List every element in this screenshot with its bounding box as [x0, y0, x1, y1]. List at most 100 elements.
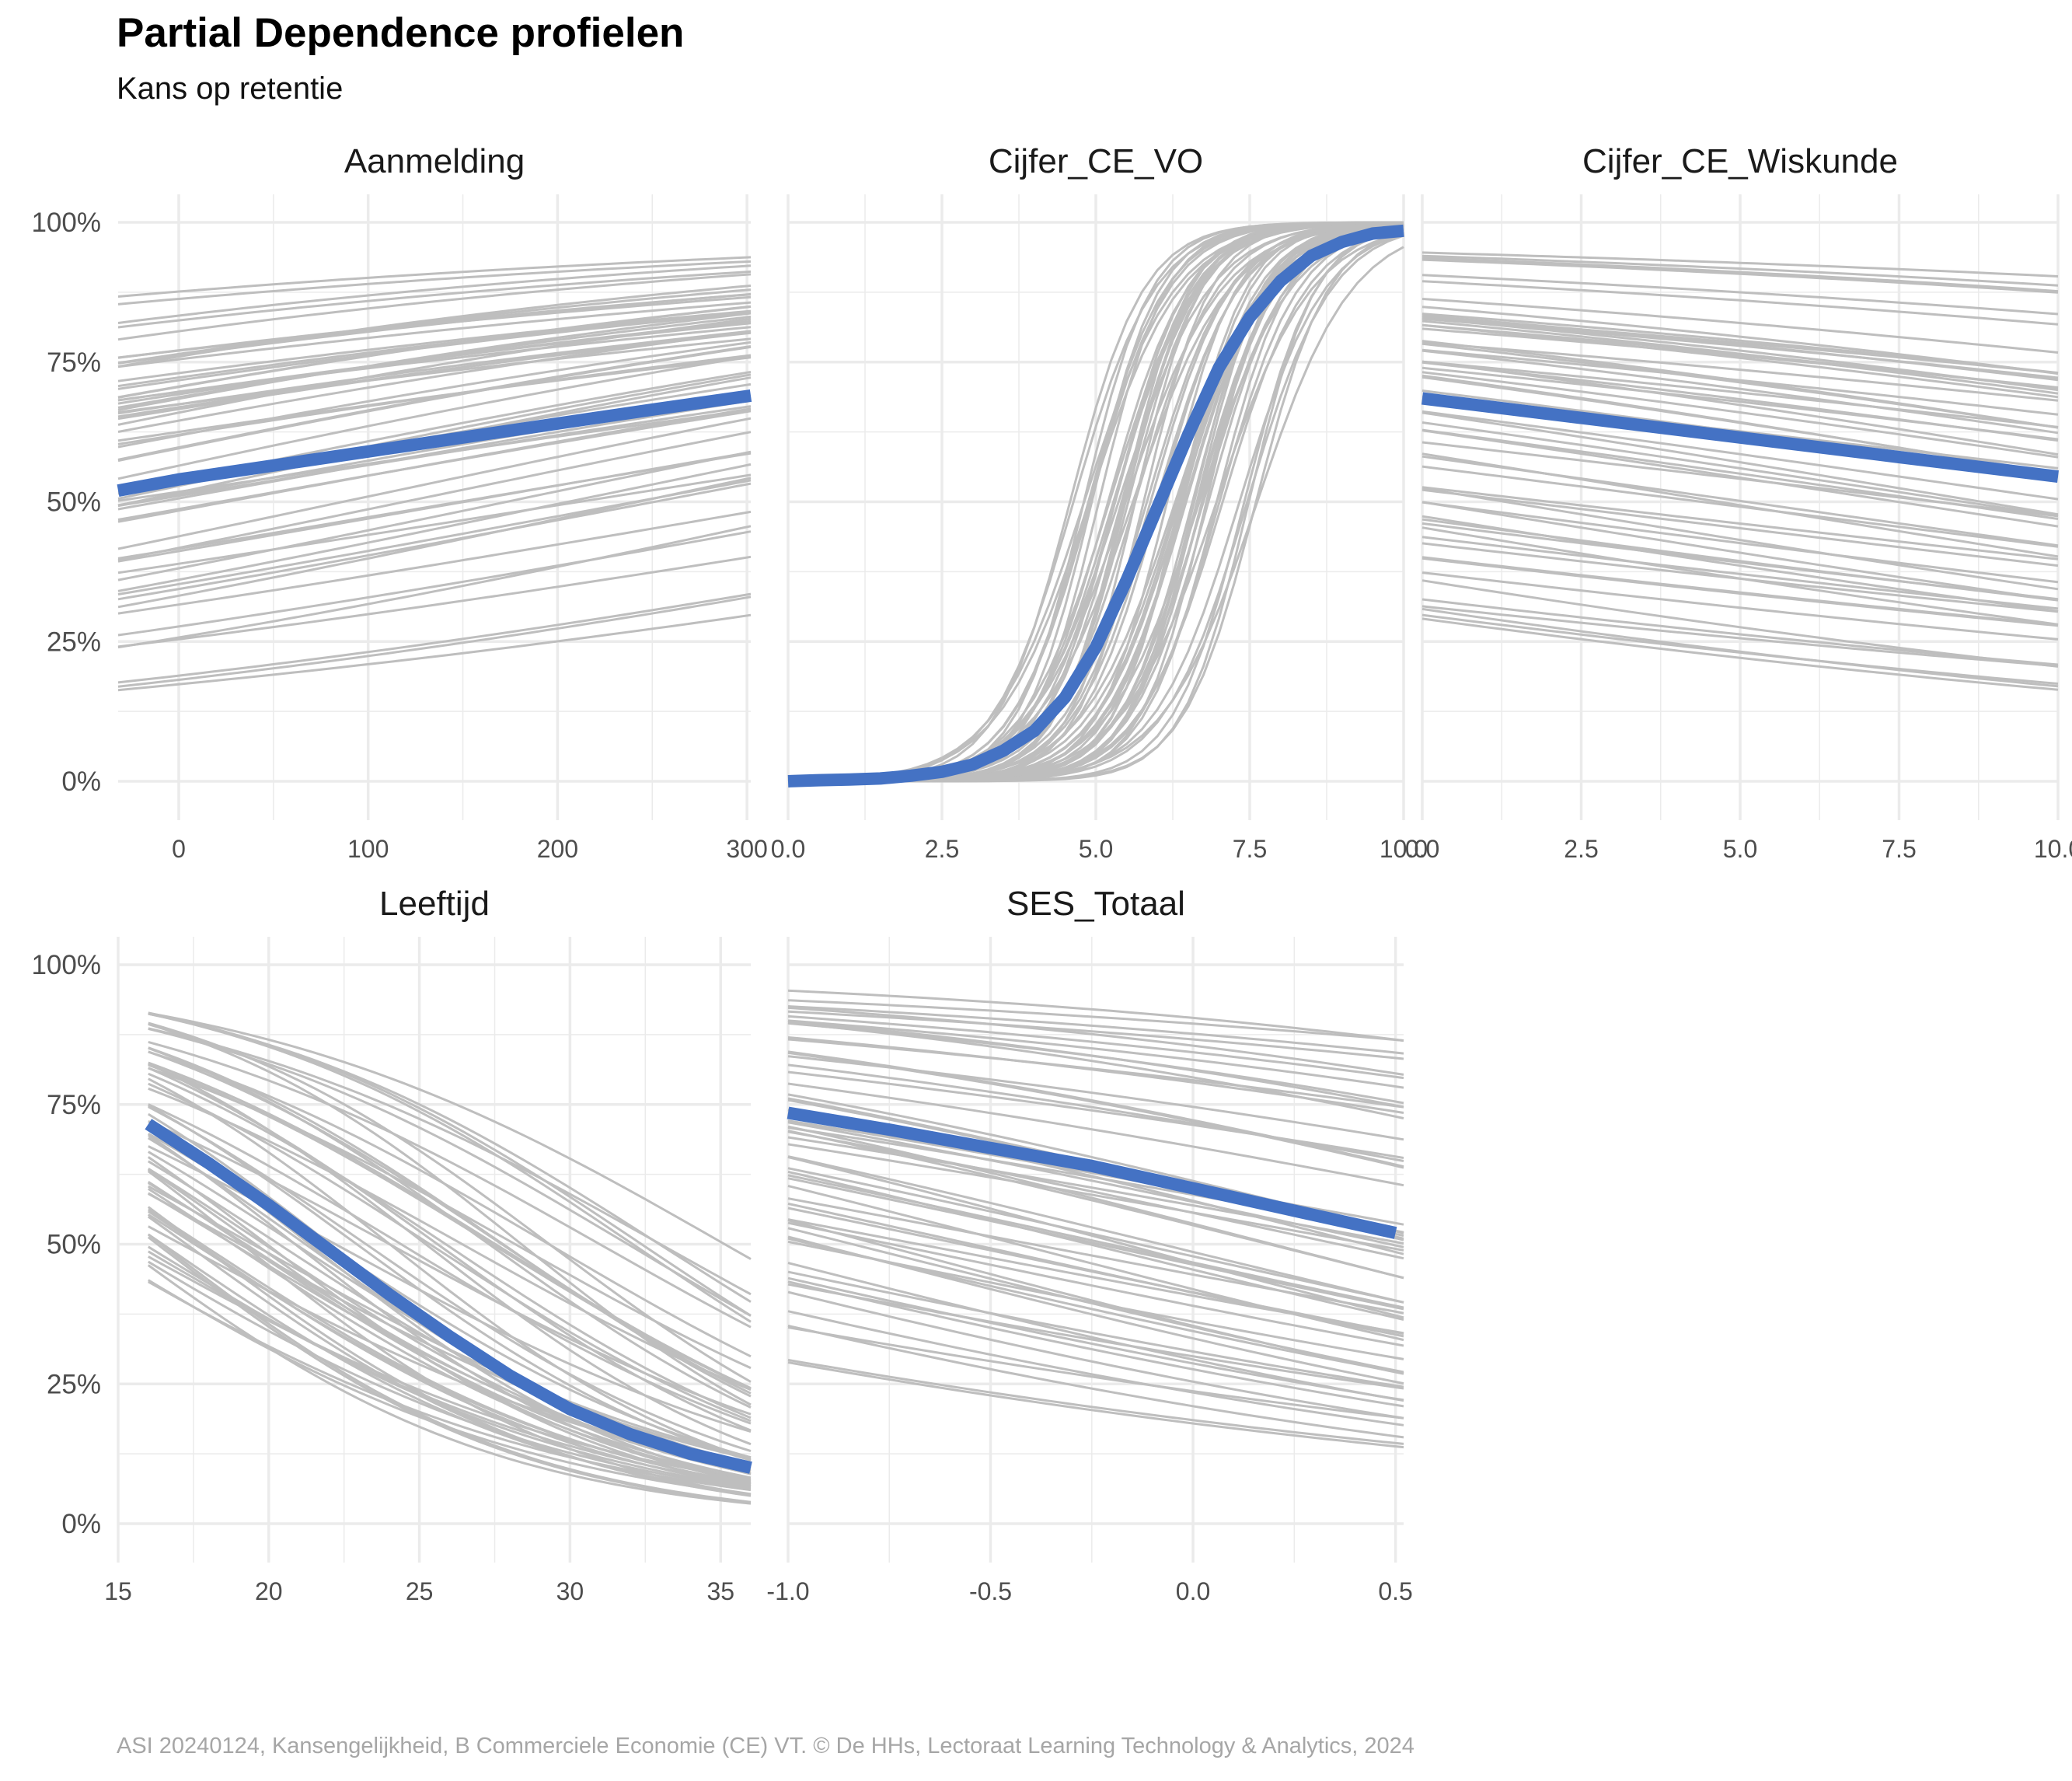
ice-curve — [787, 1361, 1404, 1449]
ice-curve — [1421, 320, 2059, 395]
x-tick-label: 0.5 — [1378, 1577, 1412, 1605]
ice-curve — [1421, 452, 2059, 558]
ice-curve — [1421, 411, 2059, 516]
ice-curve — [117, 305, 752, 399]
ice-curve — [1421, 421, 2059, 518]
y-tick-label: 0% — [61, 767, 101, 797]
facet-cijfer-ce-vo: Cijfer_CE_VO 0.0 2.5 5.0 7.5 10.0 — [771, 142, 1428, 863]
ice-curve — [787, 1221, 1404, 1347]
ice-curve — [1421, 360, 2059, 428]
ice-curve — [1421, 342, 2059, 429]
ice-curve — [148, 1104, 752, 1461]
facet-aanmelding: Aanmelding 0% 25% 50% 75% 100% 0 100 200 300 — [31, 142, 767, 863]
ice-curve — [1421, 617, 2059, 691]
facet-title: SES_Totaal — [1006, 885, 1185, 923]
x-tick-label: 0.0 — [771, 835, 805, 863]
ice-curve — [117, 285, 752, 368]
x-tick-label: 7.5 — [1882, 835, 1916, 863]
facet-ses-totaal: SES_Totaal -1.0 -0.5 0.0 0.5 — [766, 885, 1412, 1605]
ice-curve — [787, 1021, 1404, 1119]
ice-curve — [787, 999, 1404, 1042]
ice-curve — [147, 1233, 752, 1496]
ice-curve — [1421, 465, 2059, 548]
pdp-line-cijfer-ce-vo — [787, 224, 1404, 787]
ice-curve — [1421, 374, 2059, 476]
x-tick-label: 5.0 — [1079, 835, 1113, 863]
y-tick-label: 50% — [47, 1230, 101, 1260]
ice-curve — [787, 1174, 1404, 1309]
ice-curve — [787, 1125, 1404, 1280]
ice-curve — [1421, 515, 2059, 613]
ice-curve — [787, 1310, 1404, 1427]
facet-title: Aanmelding — [344, 142, 525, 180]
x-tick-label: 15 — [104, 1577, 132, 1605]
ice-curve — [1421, 605, 2059, 668]
ice-curve — [1421, 488, 2059, 567]
ice-curve — [1421, 542, 2059, 613]
ice-curve — [117, 345, 752, 461]
pdp-line-cijfer-ce-wiskunde — [1421, 392, 2059, 484]
ice-curve — [148, 1105, 752, 1453]
ice-curve — [147, 1233, 752, 1503]
x-tick-label: 2.5 — [925, 835, 959, 863]
facet-title: Cijfer_CE_Wiskunde — [1582, 142, 1898, 180]
y-tick-label: 100% — [31, 950, 101, 980]
ice-curve — [787, 1130, 1404, 1260]
ice-curve — [117, 525, 752, 649]
ice-curve — [1421, 441, 2059, 518]
y-tick-label: 100% — [31, 208, 101, 238]
ice-curve — [1421, 501, 2059, 602]
ice-curve — [148, 1072, 752, 1420]
ice-curve — [1421, 254, 2059, 287]
ice-curve — [787, 1324, 1404, 1439]
ice-curve — [117, 510, 752, 615]
ice-curve — [117, 479, 752, 595]
ice-curve — [787, 1240, 1404, 1360]
pdp-line-leeftijd — [145, 1119, 752, 1474]
y-tick-label: 25% — [47, 1369, 101, 1399]
ice-curve — [1421, 317, 2059, 379]
ice-curve — [117, 312, 752, 411]
ice-curve — [787, 1006, 1404, 1076]
ice-curve — [1421, 501, 2059, 584]
ice-curve — [1421, 341, 2059, 402]
x-tick-label: 100 — [347, 835, 389, 863]
pdp-line-ses-totaal — [787, 1106, 1397, 1239]
ice-curve — [1421, 557, 2059, 627]
ice-curve — [117, 264, 752, 324]
ice-curve — [117, 463, 752, 592]
ice-curve — [117, 330, 752, 421]
ice-curve — [1421, 348, 2059, 416]
ice-curve — [117, 410, 752, 521]
ice-curve — [787, 1358, 1404, 1445]
x-tick-label: 300 — [726, 835, 767, 863]
ice-curve — [787, 1010, 1404, 1060]
ice-curve — [117, 482, 752, 601]
ice-curve — [117, 340, 752, 449]
ice-curve — [117, 595, 752, 688]
x-tick-label: -1.0 — [766, 1577, 809, 1605]
ice-curve — [117, 256, 752, 298]
ice-curve — [117, 555, 752, 648]
ice-curve — [787, 1020, 1404, 1109]
ice-curve — [1421, 258, 2059, 294]
ice-curve — [117, 431, 752, 561]
ice-curve — [787, 1326, 1404, 1420]
x-tick-label: -0.5 — [969, 1577, 1012, 1605]
ice-curve — [1421, 410, 2059, 501]
ice-curve — [148, 1027, 752, 1317]
ice-curve — [1421, 349, 2059, 435]
ice-curve — [117, 592, 752, 684]
ice-curve — [117, 399, 752, 511]
ice-curve — [1421, 257, 2059, 293]
ice-curve — [1421, 313, 2059, 375]
ice-curve — [148, 1012, 752, 1303]
ice-curve — [148, 1022, 752, 1406]
ice-curve — [117, 273, 752, 341]
y-tick-label: 0% — [61, 1509, 101, 1539]
ice-curve — [117, 473, 752, 574]
ice-curve — [1421, 613, 2059, 685]
chart-subtitle: Kans op retentie — [117, 72, 344, 106]
ice-curve — [787, 1218, 1404, 1335]
ice-curve — [787, 1270, 1404, 1388]
